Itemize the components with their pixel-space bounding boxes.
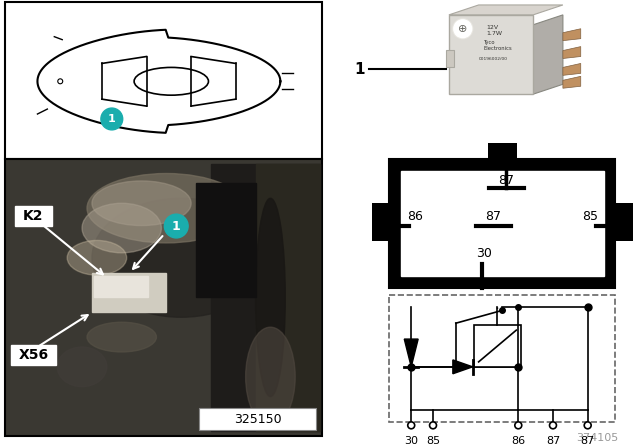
Polygon shape [563, 47, 580, 59]
Ellipse shape [57, 347, 107, 387]
Text: X56: X56 [19, 348, 49, 362]
Text: 87: 87 [486, 210, 502, 223]
Ellipse shape [92, 181, 191, 225]
Circle shape [101, 108, 123, 130]
Bar [15, 206, 52, 226]
Bar [372, 203, 394, 241]
Text: 86: 86 [511, 436, 525, 446]
Text: 87: 87 [499, 174, 515, 187]
Bar [255, 164, 320, 431]
Bar [389, 295, 616, 422]
Ellipse shape [255, 198, 285, 396]
Polygon shape [563, 64, 580, 75]
Bar [11, 345, 56, 365]
Bar [401, 171, 604, 276]
Circle shape [164, 214, 188, 238]
Bar [211, 164, 320, 431]
Bar [446, 50, 454, 67]
Circle shape [453, 19, 473, 39]
Text: ⊕: ⊕ [458, 24, 467, 34]
Polygon shape [453, 360, 473, 374]
Circle shape [584, 422, 591, 429]
Circle shape [408, 422, 415, 429]
Bar [611, 203, 634, 241]
Bar [94, 276, 148, 297]
Text: 00196002/00: 00196002/00 [479, 56, 508, 60]
Text: 1: 1 [172, 220, 180, 233]
Text: 1: 1 [108, 114, 116, 124]
Bar [488, 143, 517, 163]
Circle shape [429, 422, 436, 429]
Text: Tyco
Electronics: Tyco Electronics [484, 40, 513, 51]
Polygon shape [563, 76, 580, 88]
Text: 325150: 325150 [234, 413, 282, 426]
Bar [389, 159, 616, 288]
Text: 86: 86 [407, 210, 423, 223]
Ellipse shape [246, 327, 295, 426]
Circle shape [550, 422, 556, 429]
Circle shape [515, 422, 522, 429]
Text: 85: 85 [426, 436, 440, 446]
Circle shape [454, 20, 472, 38]
Bar [4, 159, 322, 436]
Ellipse shape [67, 241, 127, 275]
Text: 87: 87 [546, 436, 560, 446]
Text: 30: 30 [476, 247, 492, 260]
Polygon shape [563, 29, 580, 41]
Bar [199, 409, 316, 430]
Text: 12V
1.7W: 12V 1.7W [486, 25, 502, 36]
Text: 374105: 374105 [577, 433, 619, 443]
Ellipse shape [87, 322, 156, 352]
Ellipse shape [87, 173, 246, 243]
Bar [92, 273, 166, 312]
Polygon shape [449, 5, 563, 15]
Bar [474, 325, 521, 367]
Bar [4, 2, 322, 159]
Text: 87: 87 [580, 436, 595, 446]
Ellipse shape [82, 203, 161, 253]
Ellipse shape [92, 198, 271, 317]
Bar [196, 183, 255, 297]
Text: 85: 85 [582, 210, 598, 223]
Polygon shape [533, 15, 563, 94]
Text: 30: 30 [404, 436, 418, 446]
Text: 1: 1 [355, 62, 365, 77]
Polygon shape [404, 339, 418, 367]
Text: K2: K2 [23, 209, 44, 223]
Bar [449, 15, 533, 94]
